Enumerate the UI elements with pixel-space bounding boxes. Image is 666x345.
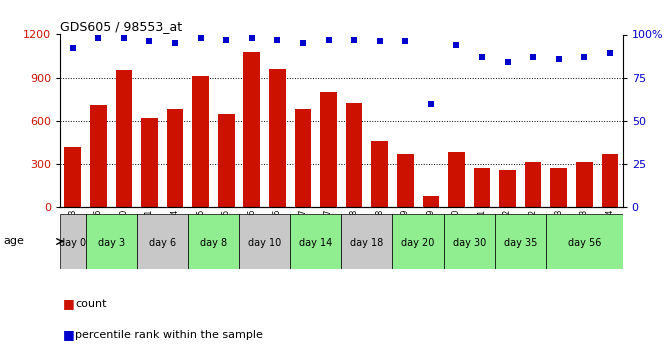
Bar <box>294 109 311 207</box>
Point <box>374 39 385 44</box>
Text: count: count <box>75 299 107 308</box>
Point <box>170 40 180 46</box>
Text: day 14: day 14 <box>299 238 332 248</box>
Point <box>477 54 488 60</box>
Bar <box>239 214 290 269</box>
Bar <box>65 147 81 207</box>
Bar <box>500 170 516 207</box>
Bar <box>244 52 260 207</box>
Bar <box>166 109 183 207</box>
Text: day 6: day 6 <box>149 238 176 248</box>
Point <box>528 54 539 60</box>
Bar <box>60 214 85 269</box>
Bar <box>422 196 439 207</box>
Bar <box>576 162 593 207</box>
Point <box>426 101 436 106</box>
Bar <box>290 214 342 269</box>
Point <box>323 37 334 42</box>
Bar <box>116 70 133 207</box>
Point <box>221 37 232 42</box>
Point <box>605 51 615 56</box>
Bar <box>141 118 158 207</box>
Point <box>553 56 564 61</box>
Bar <box>397 154 414 207</box>
Text: GDS605 / 98553_at: GDS605 / 98553_at <box>60 20 182 33</box>
Point <box>579 54 589 60</box>
Bar <box>372 141 388 207</box>
Point <box>246 35 257 41</box>
Point <box>67 46 78 51</box>
Bar <box>601 154 618 207</box>
Text: day 20: day 20 <box>402 238 435 248</box>
Bar <box>550 168 567 207</box>
Bar <box>342 214 392 269</box>
Text: ■: ■ <box>63 328 75 341</box>
Bar <box>137 214 188 269</box>
Text: day 30: day 30 <box>453 238 486 248</box>
Point <box>119 35 129 41</box>
Text: day 8: day 8 <box>200 238 227 248</box>
Point <box>298 40 308 46</box>
Bar <box>546 214 623 269</box>
Bar <box>90 105 107 207</box>
Point <box>144 39 155 44</box>
Bar <box>525 162 541 207</box>
Bar <box>192 76 209 207</box>
Text: percentile rank within the sample: percentile rank within the sample <box>75 330 263 339</box>
Point <box>451 42 462 48</box>
Text: day 3: day 3 <box>97 238 125 248</box>
Bar <box>218 114 234 207</box>
Bar <box>269 69 286 207</box>
Point <box>349 37 360 42</box>
Bar <box>188 214 239 269</box>
Bar <box>346 104 362 207</box>
Bar <box>495 214 546 269</box>
Point <box>502 59 513 65</box>
Bar <box>85 214 137 269</box>
Text: day 35: day 35 <box>503 238 537 248</box>
Bar <box>444 214 495 269</box>
Bar <box>474 168 490 207</box>
Text: day 18: day 18 <box>350 238 384 248</box>
Bar <box>392 214 444 269</box>
Text: age: age <box>3 237 24 246</box>
Text: day 0: day 0 <box>59 238 87 248</box>
Bar <box>320 92 337 207</box>
Bar <box>448 152 465 207</box>
Text: day 10: day 10 <box>248 238 281 248</box>
Point <box>272 37 282 42</box>
Point <box>195 35 206 41</box>
Point <box>93 35 104 41</box>
Point <box>400 39 411 44</box>
Text: day 56: day 56 <box>567 238 601 248</box>
Text: ■: ■ <box>63 297 75 310</box>
